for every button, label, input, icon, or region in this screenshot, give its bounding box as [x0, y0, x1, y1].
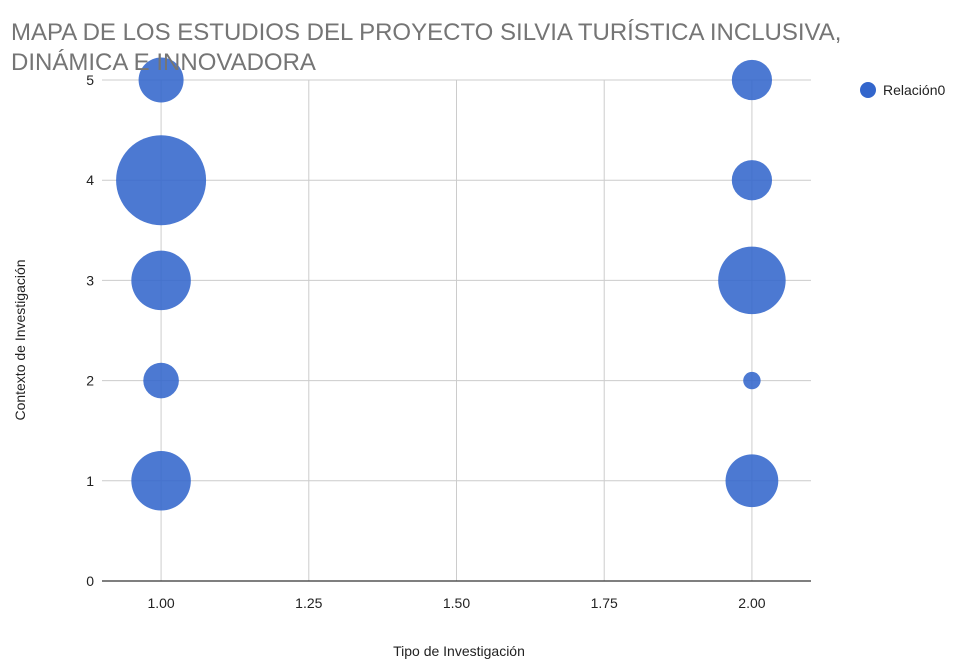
y-tick-label: 0 — [86, 573, 94, 589]
chart-title-line-1: MAPA DE LOS ESTUDIOS DEL PROYECTO SILVIA… — [11, 19, 841, 46]
legend-label: Relación0 — [883, 82, 945, 98]
bubble-point — [116, 135, 207, 226]
x-tick-label: 1.75 — [591, 595, 618, 611]
y-tick-label: 2 — [86, 373, 94, 389]
chart-title-line-2: DINÁMICA E INNOVADORA — [11, 49, 316, 76]
x-axis-label: Tipo de Investigación — [393, 643, 525, 659]
grid — [102, 79, 811, 582]
x-tick-label: 1.25 — [295, 595, 322, 611]
bubble-point — [731, 160, 773, 201]
y-tick-label: 1 — [86, 473, 94, 489]
legend: Relación0 — [860, 82, 945, 98]
bubble-point — [725, 454, 779, 508]
bubbles — [116, 57, 786, 511]
legend-marker-icon — [860, 82, 876, 98]
bubble-point — [143, 362, 179, 399]
y-tick-label: 5 — [86, 72, 94, 88]
bubble-point — [138, 57, 184, 103]
y-tick-label: 3 — [86, 272, 94, 288]
y-axis-label: Contexto de Investigación — [12, 259, 28, 420]
tick-labels: 1.00 1.25 1.50 1.75 2.00 0 1 2 3 4 5 — [86, 72, 766, 611]
bubble-point — [131, 250, 191, 311]
bubble-point — [718, 246, 786, 315]
x-tick-label: 2.00 — [738, 595, 765, 611]
y-tick-label: 4 — [86, 172, 94, 188]
bubble-point — [131, 451, 191, 511]
bubble-point — [743, 371, 761, 390]
x-tick-label: 1.50 — [443, 595, 470, 611]
bubble-point — [731, 59, 773, 101]
x-tick-label: 1.00 — [147, 595, 174, 611]
